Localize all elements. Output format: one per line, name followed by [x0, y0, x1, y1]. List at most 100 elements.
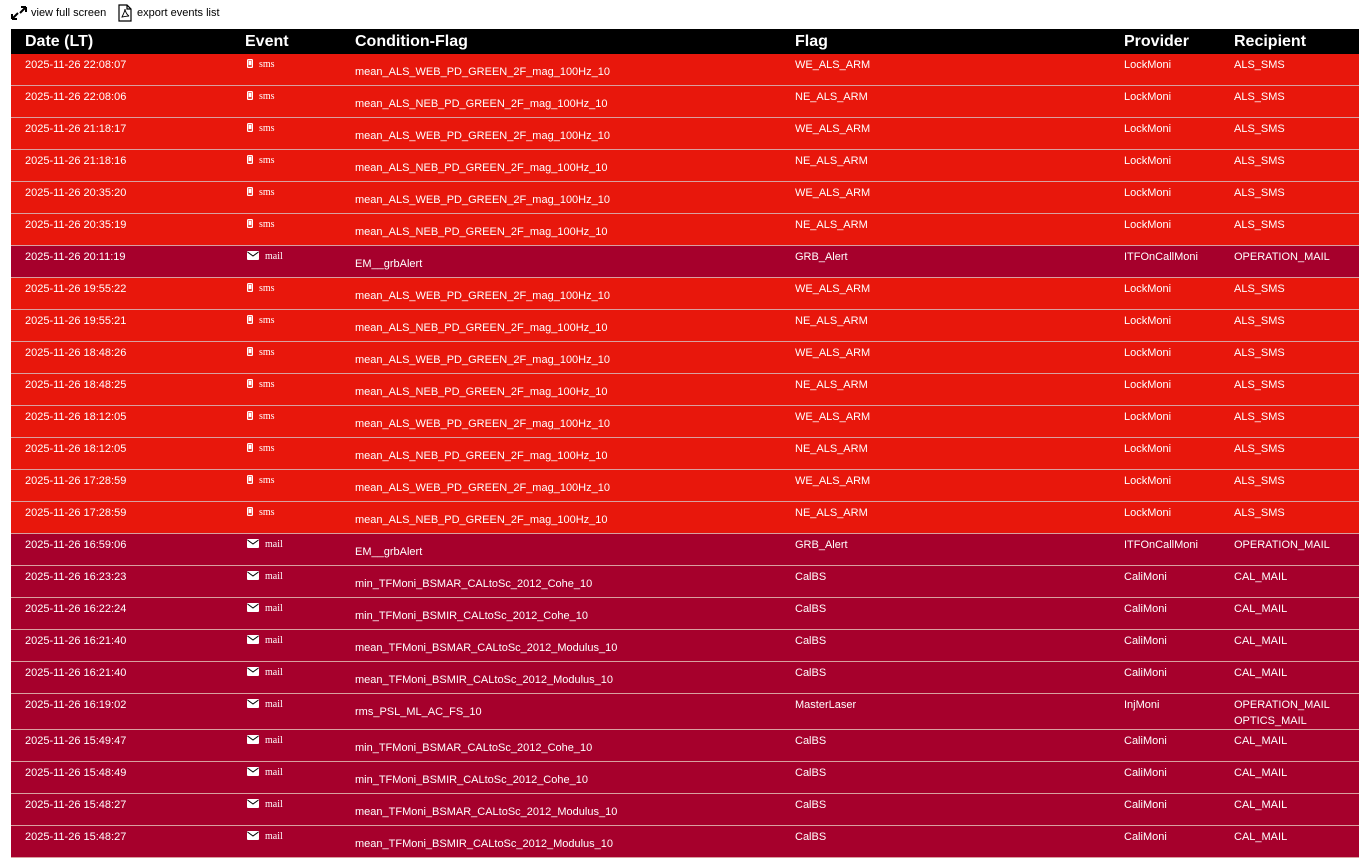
recipient-cell: ALS_SMS — [1220, 501, 1359, 534]
event-row[interactable]: 2025-11-26 21:18:16 sms mean_ALS_NEB_PD_GR… — [11, 149, 1359, 182]
recipient: ALS_SMS — [1234, 219, 1285, 231]
event-row[interactable]: 2025-11-26 16:59:06 mail EM__grbAlert GRB_A… — [11, 533, 1359, 566]
provider-cell: CaliMoni — [1110, 825, 1220, 858]
flag-cell: CalBS — [781, 661, 1110, 694]
column-header: Date (LT) — [11, 29, 231, 54]
event-type: sms — [259, 411, 275, 422]
event-row[interactable]: 2025-11-26 19:55:21 sms mean_ALS_NEB_PD_GR… — [11, 309, 1359, 342]
provider-cell: InjMoni — [1110, 693, 1220, 730]
recipient: OPERATION_MAIL — [1234, 699, 1330, 711]
event-row[interactable]: 2025-11-26 19:55:22 sms mean_ALS_WEB_PD_GR… — [11, 277, 1359, 310]
export-button[interactable]: export events list — [117, 4, 220, 22]
recipient-cell: ALS_SMS — [1220, 117, 1359, 150]
event-row[interactable]: 2025-11-26 20:35:19 sms mean_ALS_NEB_PD_GR… — [11, 213, 1359, 246]
event-icon — [247, 699, 259, 710]
event-row[interactable]: 2025-11-26 15:48:27 mail mean_TFMoni_BSMIR… — [11, 825, 1359, 858]
event-icon-graphic — [247, 155, 254, 165]
event-type: mail — [265, 251, 283, 262]
event-row[interactable]: 2025-11-26 20:35:20 sms mean_ALS_WEB_PD_GR… — [11, 181, 1359, 214]
recipient: ALS_SMS — [1234, 155, 1285, 167]
condition-cell: mean_ALS_WEB_PD_GREEN_2F_mag_100Hz_10 — [341, 54, 781, 86]
event-row[interactable]: 2025-11-26 16:21:40 mail mean_TFMoni_BSMAR… — [11, 629, 1359, 662]
event-row[interactable]: 2025-11-26 15:48:27 mail mean_TFMoni_BSMAR… — [11, 793, 1359, 826]
event-cell: sms — [231, 117, 341, 150]
event-row[interactable]: 2025-11-26 22:08:07 sms mean_ALS_WEB_PD_GR… — [11, 54, 1359, 86]
recipient: OPERATION_MAIL — [1234, 539, 1330, 551]
event-row[interactable]: 2025-11-26 17:28:59 sms mean_ALS_NEB_PD_GR… — [11, 501, 1359, 534]
condition-cell: mean_ALS_NEB_PD_GREEN_2F_mag_100Hz_10 — [341, 213, 781, 246]
event-icon-graphic — [247, 411, 254, 421]
export-label: export events list — [137, 7, 220, 19]
event-row[interactable]: 2025-11-26 18:12:05 sms mean_ALS_NEB_PD_GR… — [11, 437, 1359, 470]
event-icon-graphic — [247, 251, 259, 260]
condition-cell: mean_TFMoni_BSMAR_CALtoSc_2012_Modulus_1… — [341, 793, 781, 826]
recipient: ALS_SMS — [1234, 283, 1285, 295]
flag-cell: CalBS — [781, 597, 1110, 630]
event-icon — [247, 91, 254, 102]
event-icon — [247, 283, 254, 294]
event-icon — [247, 571, 259, 582]
provider-cell: LockMoni — [1110, 149, 1220, 182]
event-icon — [247, 831, 259, 842]
full-screen-button[interactable]: view full screen — [11, 6, 106, 20]
event-row[interactable]: 2025-11-26 16:19:02 mail rms_PSL_ML_AC_FS_… — [11, 693, 1359, 730]
event-icon-graphic — [247, 767, 259, 776]
event-row[interactable]: 2025-11-26 17:28:59 sms mean_ALS_WEB_PD_GR… — [11, 469, 1359, 502]
recipient: CAL_MAIL — [1234, 735, 1288, 747]
recipient-cell: CAL_MAIL — [1220, 729, 1359, 762]
recipient-cell: CAL_MAIL — [1220, 565, 1359, 598]
recipient-cell: ALS_SMS — [1220, 213, 1359, 246]
event-row[interactable]: 2025-11-26 16:23:23 mail min_TFMoni_BSMAR_… — [11, 565, 1359, 598]
event-row[interactable]: 2025-11-26 20:11:19 mail EM__grbAlert GRB_A… — [11, 245, 1359, 278]
flag-cell: CalBS — [781, 761, 1110, 794]
recipient: CAL_MAIL — [1234, 635, 1288, 647]
event-row[interactable]: 2025-11-26 21:18:17 sms mean_ALS_WEB_PD_GR… — [11, 117, 1359, 150]
condition-cell: mean_ALS_NEB_PD_GREEN_2F_mag_100Hz_10 — [341, 85, 781, 118]
event-icon — [247, 155, 254, 166]
event-row[interactable]: 2025-11-26 15:48:49 mail min_TFMoni_BSMIR_… — [11, 761, 1359, 794]
toolbar: view full screen export events list — [0, 0, 1364, 29]
event-type: sms — [259, 155, 275, 166]
condition-cell: min_TFMoni_BSMAR_CALtoSc_2012_Cohe_10 — [341, 729, 781, 762]
recipient: OPTICS_MAIL — [1234, 715, 1307, 727]
event-icon — [247, 735, 259, 746]
event-row[interactable]: 2025-11-26 18:48:26 sms mean_ALS_WEB_PD_GR… — [11, 341, 1359, 374]
event-cell: mail — [231, 693, 341, 730]
event-row[interactable]: 2025-11-26 18:48:25 sms mean_ALS_NEB_PD_GR… — [11, 373, 1359, 406]
event-icon-graphic — [247, 475, 254, 485]
recipient-cell: ALS_SMS — [1220, 85, 1359, 118]
event-icon — [247, 475, 254, 486]
event-row[interactable]: 2025-11-26 18:12:05 sms mean_ALS_WEB_PD_GR… — [11, 405, 1359, 438]
provider-cell: ITFOnCallMoni — [1110, 533, 1220, 566]
provider-cell: LockMoni — [1110, 117, 1220, 150]
column-header: Condition-Flag — [341, 29, 781, 54]
event-cell: mail — [231, 565, 341, 598]
date-cell: 2025-11-26 15:49:47 — [11, 729, 231, 762]
recipient-cell: CAL_MAIL — [1220, 661, 1359, 694]
event-row[interactable]: 2025-11-26 15:49:47 mail min_TFMoni_BSMAR_… — [11, 729, 1359, 762]
recipient: OPERATION_MAIL — [1234, 251, 1330, 263]
event-cell: sms — [231, 309, 341, 342]
event-icon — [247, 539, 259, 550]
event-cell: sms — [231, 469, 341, 502]
event-cell: mail — [231, 629, 341, 662]
condition-cell: EM__grbAlert — [341, 245, 781, 278]
event-cell: mail — [231, 245, 341, 278]
event-row[interactable]: 2025-11-26 16:22:24 mail min_TFMoni_BSMIR_… — [11, 597, 1359, 630]
event-row[interactable]: 2025-11-26 16:21:40 mail mean_TFMoni_BSMIR… — [11, 661, 1359, 694]
event-icon-graphic — [247, 539, 259, 548]
event-row[interactable]: 2025-11-26 22:08:06 sms mean_ALS_NEB_PD_GR… — [11, 85, 1359, 118]
flag-cell: NE_ALS_ARM — [781, 213, 1110, 246]
event-icon — [247, 251, 259, 262]
event-icon-graphic — [247, 347, 254, 357]
event-icon-graphic — [247, 831, 259, 840]
flag-cell: WE_ALS_ARM — [781, 277, 1110, 310]
recipient: ALS_SMS — [1234, 379, 1285, 391]
recipient: CAL_MAIL — [1234, 799, 1288, 811]
column-header: Provider — [1110, 29, 1220, 54]
date-cell: 2025-11-26 16:21:40 — [11, 661, 231, 694]
flag-cell: CalBS — [781, 793, 1110, 826]
full-screen-label: view full screen — [31, 7, 107, 19]
provider-cell: LockMoni — [1110, 277, 1220, 310]
event-cell: mail — [231, 761, 341, 794]
